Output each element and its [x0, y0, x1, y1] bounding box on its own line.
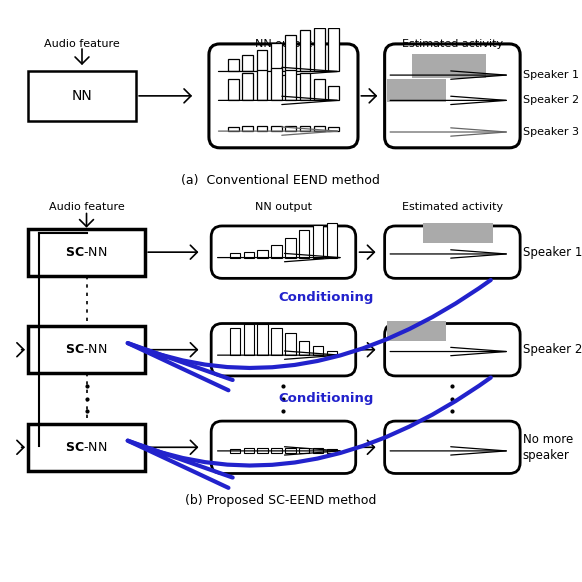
- Text: No more
speaker: No more speaker: [523, 433, 573, 462]
- Bar: [242, 55, 253, 72]
- Bar: [285, 70, 296, 100]
- Bar: [28, 229, 146, 276]
- Bar: [313, 448, 324, 453]
- Bar: [327, 449, 338, 453]
- Bar: [230, 253, 240, 258]
- Text: $\mathbf{SC}$-NN: $\mathbf{SC}$-NN: [65, 246, 108, 258]
- Bar: [327, 350, 338, 355]
- Bar: [28, 327, 146, 373]
- Bar: [243, 324, 254, 355]
- Bar: [257, 250, 268, 258]
- Bar: [313, 346, 324, 355]
- FancyBboxPatch shape: [211, 226, 356, 278]
- FancyBboxPatch shape: [211, 421, 356, 474]
- FancyBboxPatch shape: [385, 324, 520, 376]
- Text: NN: NN: [72, 89, 93, 103]
- Bar: [285, 36, 296, 72]
- Bar: [243, 448, 254, 453]
- Bar: [299, 448, 310, 453]
- Bar: [299, 230, 310, 258]
- FancyBboxPatch shape: [385, 44, 520, 148]
- Bar: [271, 448, 282, 453]
- Bar: [328, 86, 339, 100]
- Bar: [328, 28, 339, 72]
- Bar: [285, 237, 296, 258]
- Text: Speaker 2: Speaker 2: [523, 343, 582, 356]
- Bar: [328, 126, 339, 131]
- Bar: [257, 324, 268, 355]
- Bar: [285, 448, 296, 453]
- Bar: [411, 54, 486, 78]
- Bar: [230, 449, 240, 453]
- Text: Conditioning: Conditioning: [278, 392, 374, 405]
- Bar: [28, 71, 136, 120]
- Bar: [230, 328, 240, 355]
- Text: Conditioning: Conditioning: [278, 291, 374, 304]
- Text: Estimated activity: Estimated activity: [402, 203, 503, 212]
- Bar: [314, 126, 325, 131]
- Bar: [314, 79, 325, 100]
- Bar: [313, 225, 324, 258]
- FancyBboxPatch shape: [385, 421, 520, 474]
- Text: Audio feature: Audio feature: [44, 39, 120, 49]
- Bar: [285, 333, 296, 355]
- Bar: [28, 424, 146, 471]
- Bar: [300, 73, 310, 100]
- Text: NN output: NN output: [255, 203, 312, 212]
- Text: (b) Proposed SC-EEND method: (b) Proposed SC-EEND method: [185, 494, 377, 508]
- Bar: [327, 223, 338, 258]
- Bar: [271, 68, 282, 100]
- Bar: [314, 28, 325, 72]
- Bar: [228, 79, 239, 100]
- FancyBboxPatch shape: [385, 226, 520, 278]
- Bar: [300, 126, 310, 131]
- Bar: [242, 126, 253, 131]
- Bar: [271, 328, 282, 355]
- Text: Speaker 2: Speaker 2: [523, 95, 579, 105]
- Text: Estimated activity: Estimated activity: [402, 39, 503, 49]
- Bar: [388, 321, 446, 340]
- Text: Audio feature: Audio feature: [49, 203, 125, 212]
- Bar: [299, 340, 310, 355]
- Text: NN output: NN output: [255, 39, 312, 49]
- Text: (a)  Conventional EEND method: (a) Conventional EEND method: [182, 175, 380, 187]
- Bar: [242, 73, 253, 100]
- Text: $\mathbf{SC}$-NN: $\mathbf{SC}$-NN: [65, 343, 108, 356]
- Bar: [423, 223, 493, 243]
- Bar: [243, 252, 254, 258]
- Text: Speaker 1: Speaker 1: [523, 70, 579, 80]
- Bar: [228, 59, 239, 72]
- Text: Speaker 1: Speaker 1: [523, 246, 582, 258]
- Bar: [257, 126, 267, 131]
- Bar: [285, 126, 296, 131]
- Bar: [257, 50, 267, 72]
- Text: Speaker 3: Speaker 3: [523, 127, 579, 137]
- Bar: [300, 30, 310, 72]
- Bar: [257, 70, 267, 100]
- Bar: [271, 42, 282, 72]
- FancyBboxPatch shape: [211, 324, 356, 376]
- Bar: [388, 79, 446, 102]
- Bar: [271, 245, 282, 258]
- Text: $\mathbf{SC}$-NN: $\mathbf{SC}$-NN: [65, 441, 108, 454]
- Bar: [257, 448, 268, 453]
- Bar: [271, 126, 282, 131]
- FancyBboxPatch shape: [209, 44, 358, 148]
- Bar: [228, 126, 239, 131]
